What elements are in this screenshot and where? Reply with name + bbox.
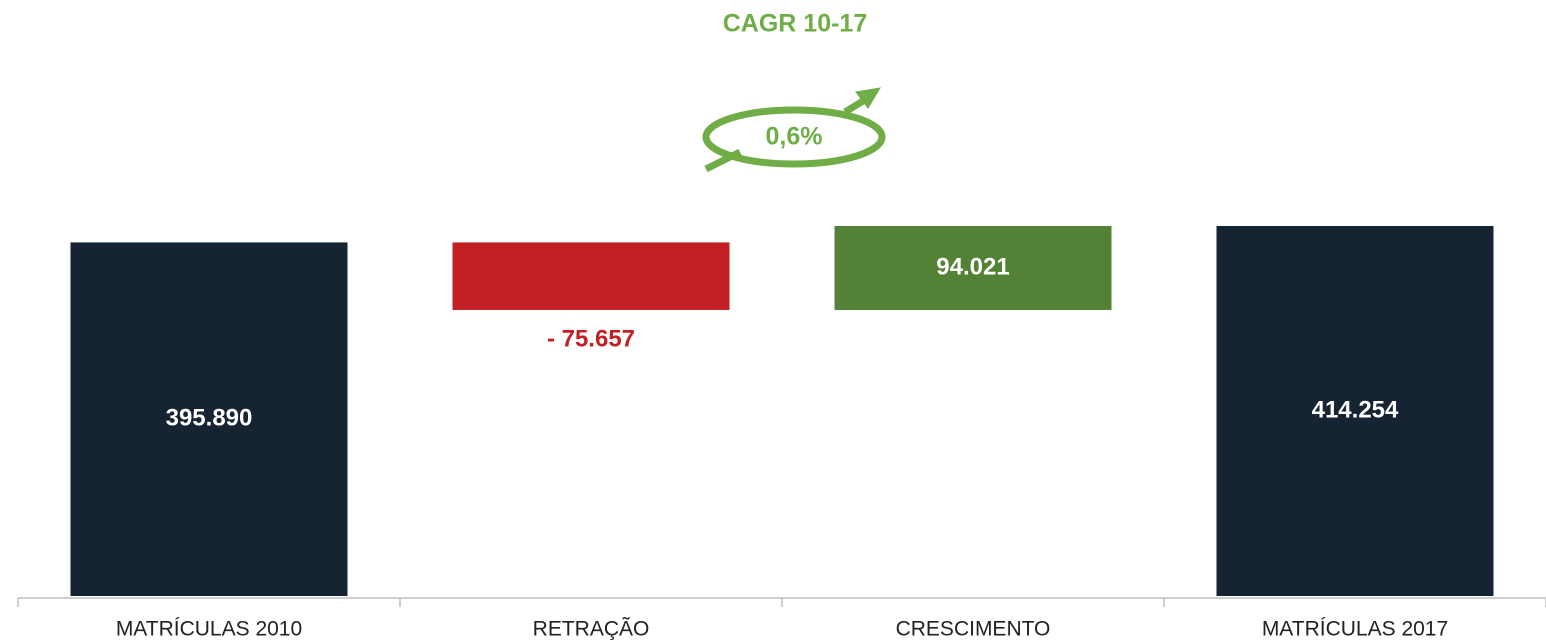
badge-arrow-head <box>855 87 881 109</box>
x-tick-label: MATRÍCULAS 2017 <box>1262 618 1448 641</box>
value-label: 395.890 <box>166 405 253 432</box>
value-label: 414.254 <box>1312 396 1399 423</box>
x-tick-label: RETRAÇÃO <box>533 617 650 641</box>
bar <box>70 242 348 596</box>
bar <box>834 226 1112 310</box>
value-label: - 75.657 <box>547 325 635 352</box>
chart-title: CAGR 10-17 <box>723 10 868 38</box>
badge-ellipse <box>702 106 886 168</box>
x-tick-label: MATRÍCULAS 2010 <box>116 618 302 641</box>
badge-arrow-tail <box>704 148 742 173</box>
value-label: 94.021 <box>936 253 1009 280</box>
cagr-badge: 0,6% <box>702 87 886 173</box>
annotation: 0,6% <box>766 123 823 151</box>
bar <box>452 242 730 310</box>
bar <box>1216 226 1494 596</box>
x-tick-label: CRESCIMENTO <box>896 618 1051 641</box>
